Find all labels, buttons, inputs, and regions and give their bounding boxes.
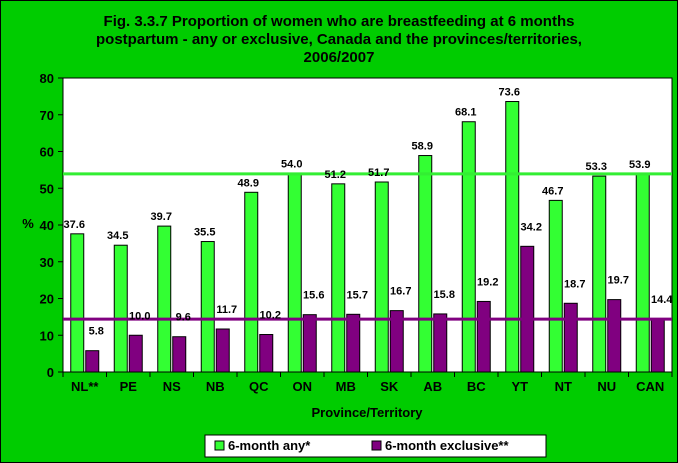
x-tick-label: NT	[555, 379, 572, 394]
data-label-any: 51.7	[368, 167, 389, 179]
bar-any-nt	[548, 199, 563, 373]
x-tick-label: SK	[380, 379, 399, 394]
x-tick-label: NB	[206, 379, 225, 394]
bar-exclusive-bc	[476, 300, 491, 373]
data-label-exclusive: 10.2	[260, 310, 281, 322]
bar-exclusive-qc	[259, 334, 274, 373]
data-label-exclusive: 11.7	[216, 304, 237, 316]
title-line-1: Fig. 3.3.7 Proportion of women who are b…	[104, 13, 575, 30]
bar-exclusive-can	[650, 318, 665, 373]
x-tick-label: ON	[293, 379, 313, 394]
x-tick-label: CAN	[636, 379, 664, 394]
data-label-exclusive: 19.7	[608, 275, 629, 287]
data-label-any: 68.1	[455, 107, 476, 119]
bar-exclusive-yt	[520, 245, 535, 373]
bar-any-mb	[331, 183, 346, 373]
bar-exclusive-ab	[433, 313, 448, 373]
legend-swatch-exclusive	[371, 440, 382, 451]
legend-swatch-any	[214, 440, 225, 451]
reference-lines	[63, 172, 672, 321]
bar-any-can	[635, 173, 650, 373]
bar-exclusive-pe	[128, 334, 143, 373]
x-tick-label: MB	[336, 379, 356, 394]
data-label-any: 58.9	[412, 141, 433, 153]
data-label-exclusive: 15.6	[303, 290, 324, 302]
data-label-exclusive: 9.6	[176, 312, 191, 324]
data-label-any: 37.6	[64, 219, 85, 231]
y-tick-label: 20	[40, 292, 54, 307]
bar-any-nb	[200, 241, 215, 373]
y-tick-label: 80	[40, 71, 54, 86]
data-label-exclusive: 15.7	[347, 289, 368, 301]
legend-label-any: 6-month any*	[228, 438, 311, 453]
bar-exclusive-on	[302, 314, 317, 373]
data-label-any: 73.6	[499, 87, 520, 99]
x-tick-label: AB	[423, 379, 442, 394]
data-label-any: 51.2	[325, 169, 346, 181]
bar-any-qc	[244, 191, 259, 373]
data-label-any: 54.0	[281, 159, 302, 171]
x-tick-label: NS	[163, 379, 181, 394]
y-tick-label: 60	[40, 145, 54, 160]
x-tick-label: PE	[120, 379, 138, 394]
data-label-exclusive: 10.0	[129, 310, 150, 322]
x-axis: NL** PE NS NB QC ON MB SK AB BC YT NT NU CAN	[62, 372, 673, 394]
data-label-exclusive: 34.2	[521, 221, 542, 233]
bar-any-nl	[70, 233, 85, 373]
bar-exclusive-nt	[563, 302, 578, 373]
plot-area	[62, 77, 673, 373]
bar-any-pe	[113, 244, 128, 373]
bar-any-on	[287, 173, 302, 373]
bar-exclusive-nb	[215, 328, 230, 373]
bar-exclusive-sk	[389, 310, 404, 373]
data-labels: 37.6 5.8 34.5 10.0 39.7 9.6 35.5 11.7 48.9 10.2 54…	[64, 87, 674, 338]
data-label-exclusive: 14.4	[651, 294, 673, 306]
data-label-exclusive: 18.7	[564, 278, 585, 290]
bar-any-ab	[418, 155, 433, 373]
x-tick-label: QC	[249, 379, 269, 394]
data-label-exclusive: 16.7	[390, 286, 411, 298]
bars-group	[70, 101, 665, 373]
bar-any-yt	[505, 101, 520, 373]
bar-exclusive-nl	[85, 350, 100, 373]
y-tick-label: 30	[40, 255, 54, 270]
bar-any-bc	[461, 121, 476, 373]
y-tick-label: 40	[40, 218, 54, 233]
data-label-exclusive: 5.8	[89, 326, 104, 338]
y-axis: 0 10 20 30 40 50 60 70 80	[40, 71, 63, 380]
data-label-any: 39.7	[151, 211, 172, 223]
x-tick-label: BC	[467, 379, 486, 394]
y-tick-label: 70	[40, 108, 54, 123]
data-label-any: 48.9	[238, 177, 259, 189]
x-tick-label: NU	[597, 379, 616, 394]
bar-any-sk	[374, 181, 389, 373]
data-label-exclusive: 15.8	[434, 289, 455, 301]
data-label-any: 35.5	[194, 227, 215, 239]
legend-label-exclusive: 6-month exclusive**	[385, 438, 509, 453]
bar-exclusive-nu	[607, 299, 622, 373]
y-tick-label: 0	[47, 365, 54, 380]
legend: 6-month any* 6-month exclusive**	[204, 434, 547, 458]
bar-exclusive-mb	[346, 313, 361, 373]
bar-any-nu	[592, 175, 607, 373]
title-line-3: 2006/2007	[304, 49, 375, 66]
data-label-any: 53.3	[586, 161, 607, 173]
y-axis-label: %	[22, 216, 34, 231]
x-axis-label: Province/Territory	[311, 405, 423, 420]
data-label-any: 34.5	[107, 230, 128, 242]
x-tick-label: NL**	[71, 379, 99, 394]
y-tick-label: 50	[40, 181, 54, 196]
bar-exclusive-ns	[172, 336, 187, 373]
data-label-exclusive: 19.2	[477, 276, 498, 288]
title-line-2: postpartum - any or exclusive, Canada an…	[96, 31, 582, 48]
data-label-any: 53.9	[629, 159, 650, 171]
y-tick-label: 10	[40, 328, 54, 343]
data-label-any: 46.7	[542, 185, 563, 197]
bar-any-ns	[157, 225, 172, 373]
x-tick-label: YT	[511, 379, 528, 394]
